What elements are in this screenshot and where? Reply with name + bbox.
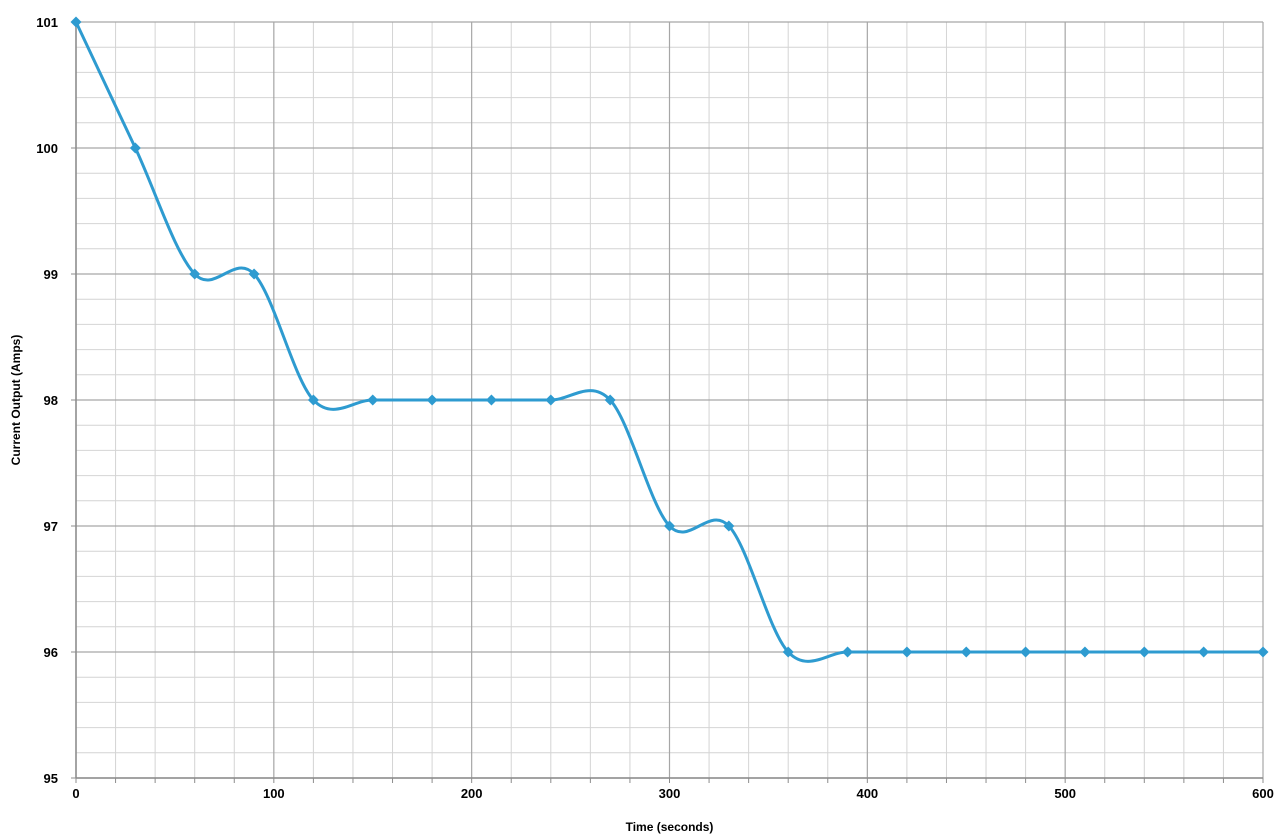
data-point [723,520,735,532]
y-tick-label: 100 [36,141,58,156]
y-tick-label: 95 [44,771,58,786]
x-tick-label: 100 [263,786,285,801]
y-tick-label: 101 [36,15,58,30]
data-point [604,394,616,406]
data-point [426,394,438,406]
y-tick-label: 97 [44,519,58,534]
x-tick-label: 200 [461,786,483,801]
y-tick-label: 98 [44,393,58,408]
x-tick-label: 0 [72,786,79,801]
x-tick-label: 300 [659,786,681,801]
data-point [1079,646,1091,658]
y-tick-label: 99 [44,267,58,282]
data-point [70,16,82,28]
x-tick-label: 400 [856,786,878,801]
data-point [248,268,260,280]
x-tick-label: 600 [1252,786,1274,801]
data-point [782,646,794,658]
y-axis-title: Current Output (Amps) [9,335,23,466]
data-point [189,268,201,280]
x-tick-label: 500 [1054,786,1076,801]
data-point [1138,646,1150,658]
data-point [545,394,557,406]
data-point [842,646,854,658]
data-point [129,142,141,154]
data-point [1257,646,1269,658]
data-point [485,394,497,406]
data-point [1198,646,1210,658]
data-point [960,646,972,658]
y-tick-label: 96 [44,645,58,660]
data-point [1020,646,1032,658]
x-axis-title: Time (seconds) [626,820,714,834]
grid [75,21,1264,779]
data-point [664,520,675,532]
data-point [901,646,913,658]
series-line [74,20,1265,663]
series [70,16,1269,663]
data-point [367,394,379,406]
axes [71,21,1264,783]
data-point [307,394,319,406]
tick-labels: 0 100 200 300 400 500 600 95 96 97 98 99 100 101 [36,15,1274,801]
